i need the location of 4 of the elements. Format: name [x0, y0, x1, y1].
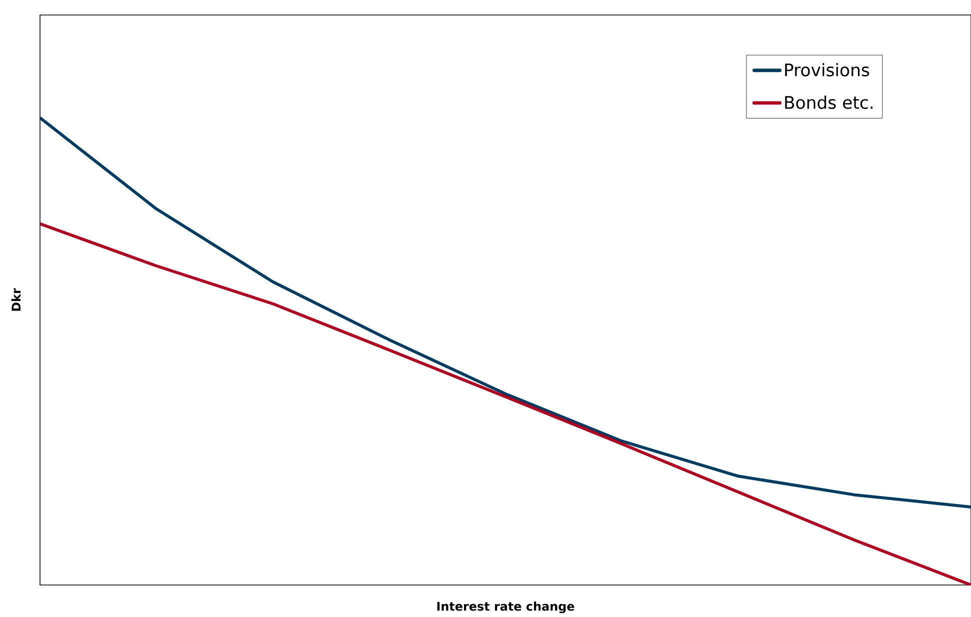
legend-label: Bonds etc. [785, 96, 872, 109]
legend-label: Provisions [785, 63, 870, 76]
x-axis-title: Interest rate change [437, 602, 574, 614]
y-axis-title: Dkr [11, 288, 20, 311]
